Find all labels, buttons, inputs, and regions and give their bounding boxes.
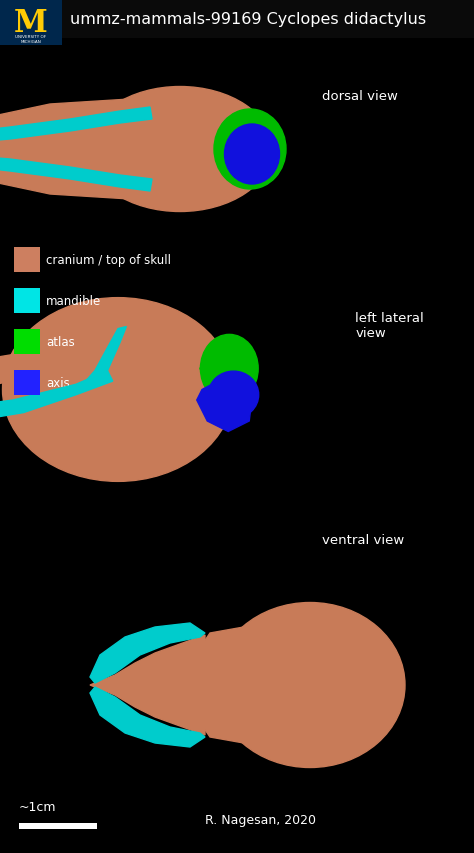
Ellipse shape <box>225 125 280 185</box>
Text: atlas: atlas <box>46 335 75 349</box>
Polygon shape <box>0 118 10 182</box>
Ellipse shape <box>88 87 273 212</box>
Bar <box>14 329 40 355</box>
Text: ventral view: ventral view <box>322 533 405 546</box>
Polygon shape <box>200 343 252 395</box>
Bar <box>19 823 97 829</box>
Text: left lateral
view: left lateral view <box>356 311 424 339</box>
Bar <box>62 0 474 39</box>
Ellipse shape <box>214 110 286 189</box>
Polygon shape <box>0 346 97 397</box>
Bar <box>0 0 62 46</box>
Bar <box>14 247 40 273</box>
Text: ~1cm: ~1cm <box>19 800 56 813</box>
Text: R. Nagesan, 2020: R. Nagesan, 2020 <box>205 813 316 826</box>
Ellipse shape <box>215 603 405 768</box>
Bar <box>14 370 40 396</box>
Polygon shape <box>78 327 127 390</box>
Polygon shape <box>90 688 205 747</box>
Polygon shape <box>0 107 152 148</box>
Polygon shape <box>190 625 255 746</box>
Text: dorsal view: dorsal view <box>322 90 398 102</box>
Bar <box>14 288 40 314</box>
Polygon shape <box>0 152 152 192</box>
Text: UNIVERSITY OF
MICHIGAN: UNIVERSITY OF MICHIGAN <box>15 35 46 44</box>
Polygon shape <box>90 624 205 683</box>
Ellipse shape <box>2 299 234 482</box>
Polygon shape <box>0 100 170 200</box>
Text: cranium / top of skull: cranium / top of skull <box>46 253 171 267</box>
Ellipse shape <box>201 335 258 403</box>
Polygon shape <box>0 371 113 430</box>
Polygon shape <box>90 635 205 735</box>
Text: M: M <box>14 9 48 39</box>
Text: mandible: mandible <box>46 294 101 308</box>
Ellipse shape <box>208 372 259 419</box>
Text: ummz-mammals-99169 Cyclopes didactylus: ummz-mammals-99169 Cyclopes didactylus <box>70 12 426 27</box>
Text: axis: axis <box>46 376 70 390</box>
Polygon shape <box>197 381 252 432</box>
